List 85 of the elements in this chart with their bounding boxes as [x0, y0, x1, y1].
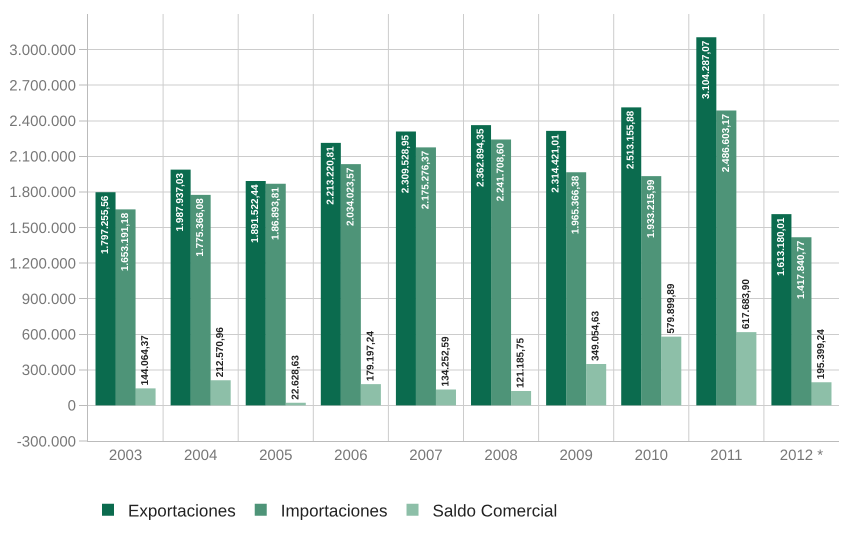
bar: [661, 336, 682, 406]
x-tick-label: 2004: [184, 447, 218, 464]
data-label: 2.486.603,17: [720, 113, 732, 172]
bar: [546, 130, 566, 406]
y-tick-label: 2.100.000: [9, 148, 76, 166]
data-label: 1.891.522,44: [250, 184, 262, 243]
data-label: 3.104.287,07: [700, 40, 712, 100]
bar: [116, 209, 136, 406]
x-tick-label: 2006: [334, 447, 368, 464]
x-tick-label: 2005: [259, 447, 292, 464]
data-label: 1.613.180,01: [776, 217, 787, 276]
y-tick-label: 300.000: [22, 362, 76, 380]
y-tick-label: 0: [68, 398, 76, 415]
data-label: 22.628,63: [290, 354, 302, 400]
data-label: 579.899,89: [666, 283, 677, 334]
data-label: 2.241.708,60: [496, 142, 507, 202]
data-label: 121.185,75: [516, 338, 527, 388]
bar: [621, 107, 642, 406]
data-label: 2.213.220,81: [325, 146, 336, 205]
x-tick-label: 2007: [409, 447, 443, 464]
data-label: 2.309.528,95: [400, 134, 412, 194]
data-label: 1.965.366,38: [570, 175, 582, 234]
data-label: 1.987.937,03: [175, 172, 186, 232]
data-label: 2.175.276,37: [420, 150, 432, 210]
bar: [511, 391, 532, 406]
data-label: 2.513.155,88: [626, 110, 637, 170]
y-tick-label: 1.800.000: [9, 184, 76, 202]
y-tick-label: 2.700.000: [9, 77, 76, 94]
bar: [566, 172, 586, 406]
bar: [266, 184, 286, 406]
bar: [416, 147, 436, 406]
bar: [716, 110, 736, 406]
data-label: 617.683,90: [740, 278, 752, 330]
y-tick-label: 1.200.000: [9, 255, 76, 272]
data-label: 1.933.215,99: [646, 179, 657, 238]
data-label: 1.797.255,56: [100, 195, 112, 254]
bar: [696, 37, 716, 406]
bar: [190, 194, 211, 406]
bar: [436, 389, 456, 406]
data-label: 179.197,24: [365, 330, 376, 382]
bar: [320, 142, 341, 406]
data-label: 195.399,24: [816, 328, 827, 380]
data-label: 134.252,59: [440, 336, 452, 386]
bar: [771, 214, 792, 406]
data-label: 1.775.366,08: [195, 198, 206, 257]
legend-label: Importaciones: [280, 501, 388, 520]
data-label: 2.314.421,01: [550, 134, 562, 193]
bar: [396, 131, 416, 406]
bar: [340, 164, 361, 406]
bar: [136, 388, 156, 406]
bar: [736, 332, 756, 406]
x-tick-label: 2012 *: [780, 447, 824, 464]
bar: [170, 170, 191, 406]
y-tick-label: 2.400.000: [9, 113, 76, 130]
data-label: 212.570,96: [215, 326, 226, 378]
data-label: 1.653.191,18: [120, 212, 132, 272]
x-tick-label: 2009: [559, 447, 593, 464]
y-tick-label: 1.500.000: [9, 220, 76, 237]
bar: [286, 402, 306, 406]
data-label: 1.86.893,81: [270, 186, 282, 240]
bar: [641, 176, 662, 406]
legend-label: Exportaciones: [128, 501, 236, 520]
data-label: 2.362.894,35: [476, 128, 487, 187]
x-tick-label: 2003: [108, 447, 142, 464]
y-tick-label: 600.000: [22, 326, 76, 344]
bar: [246, 181, 266, 406]
bar: [360, 384, 381, 406]
x-tick-label: 2008: [484, 447, 518, 464]
data-label: 1.417.840,77: [796, 240, 807, 300]
y-tick-label: -300.000: [16, 433, 76, 450]
bar: [471, 125, 492, 406]
bar: [586, 364, 606, 406]
data-label: 349.054,63: [590, 310, 602, 362]
y-tick-label: 900.000: [22, 290, 76, 308]
x-tick-label: 2010: [634, 447, 668, 464]
legend-label: Saldo Comercial: [432, 501, 558, 520]
data-label: 144.064,37: [140, 334, 152, 386]
data-label: 2.034.023,57: [345, 167, 356, 226]
bar: [210, 380, 231, 406]
bar: [811, 382, 832, 406]
bar: [791, 237, 812, 406]
y-tick-label: 3.000.000: [9, 42, 76, 59]
bar: [491, 140, 512, 406]
bar: [96, 192, 116, 406]
x-tick-label: 2011: [710, 447, 742, 464]
